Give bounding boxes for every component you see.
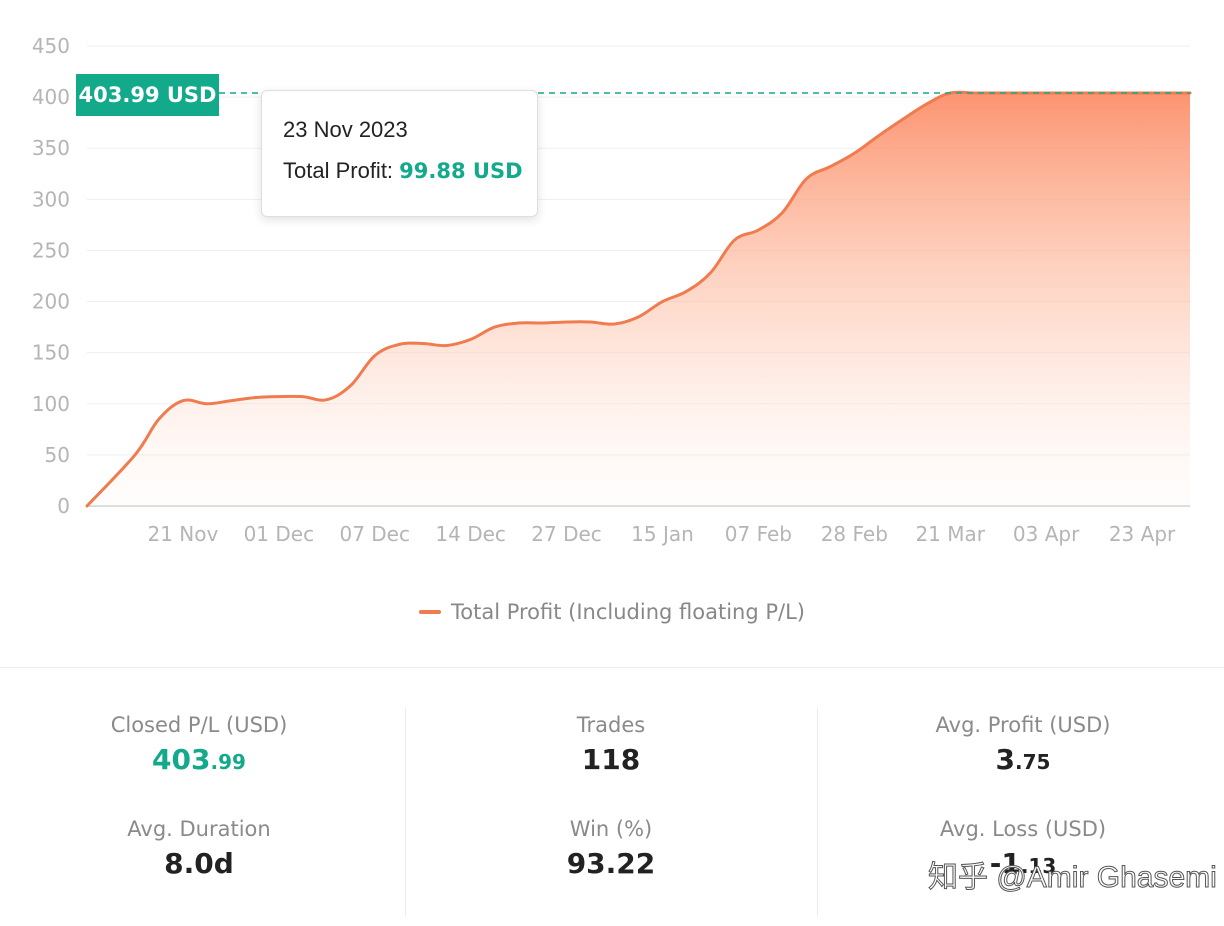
data-point[interactable]	[683, 288, 689, 294]
x-tick-label: 03 Apr	[1013, 522, 1080, 546]
data-point[interactable]	[252, 395, 258, 401]
data-point[interactable]	[1091, 90, 1097, 96]
x-tick-label: 07 Dec	[339, 522, 410, 546]
data-point[interactable]	[1187, 90, 1193, 96]
y-tick-label: 200	[32, 290, 70, 314]
data-point[interactable]	[204, 401, 210, 407]
data-point[interactable]	[84, 503, 90, 509]
y-tick-label: 100	[32, 392, 70, 416]
stat-closed-pl: Closed P/L (USD) 403.99	[39, 711, 359, 783]
chart-legend[interactable]: Total Profit (Including floating P/L)	[0, 596, 1224, 628]
y-tick-label: 400	[32, 85, 70, 109]
x-tick-label: 15 Jan	[631, 522, 694, 546]
data-point[interactable]	[516, 320, 522, 326]
data-point[interactable]	[348, 382, 354, 388]
data-point[interactable]	[636, 314, 642, 320]
tooltip-value: 99.88 USD	[399, 159, 523, 183]
data-point[interactable]	[995, 90, 1001, 96]
stat-value: -1.13	[989, 847, 1057, 880]
y-tick-label: 300	[32, 187, 70, 211]
stat-trades: Trades 118	[451, 711, 771, 781]
y-tick-label: 250	[32, 238, 70, 262]
x-tick-label: 07 Feb	[725, 522, 792, 546]
data-point[interactable]	[372, 353, 378, 359]
data-point[interactable]	[276, 394, 282, 400]
data-point[interactable]	[803, 176, 809, 182]
stat-avg-loss: Avg. Loss (USD) -1.13	[863, 815, 1183, 887]
data-point[interactable]	[540, 320, 546, 326]
data-point[interactable]	[324, 397, 330, 403]
data-point[interactable]	[851, 150, 857, 156]
stat-value: 93.22	[566, 847, 656, 880]
data-point[interactable]	[731, 237, 737, 243]
stat-avg-profit: Avg. Profit (USD) 3.75	[863, 711, 1183, 783]
tooltip-label: Total Profit:	[283, 158, 394, 183]
data-point[interactable]	[827, 164, 833, 170]
y-tick-label: 50	[45, 443, 70, 467]
stat-label: Closed P/L (USD)	[110, 713, 288, 737]
data-point[interactable]	[971, 90, 977, 96]
data-point[interactable]	[612, 321, 618, 327]
data-point[interactable]	[156, 416, 162, 422]
stat-label: Avg. Duration	[127, 817, 271, 841]
data-point[interactable]	[228, 398, 234, 404]
watermark: 知乎 @Amir Ghasemi	[928, 861, 1218, 895]
data-point[interactable]	[300, 394, 306, 400]
profit-area	[87, 92, 1190, 506]
data-point[interactable]	[420, 340, 426, 346]
current-value-tag: 403.99 USD	[76, 74, 219, 116]
stat-label: Avg. Profit (USD)	[935, 713, 1111, 737]
data-point[interactable]	[468, 336, 474, 342]
data-point[interactable]	[923, 101, 929, 107]
x-tick-label: 23 Apr	[1109, 522, 1176, 546]
tooltip-date: 23 Nov 2023	[283, 117, 408, 142]
stat-label: Avg. Loss (USD)	[939, 817, 1107, 841]
data-point[interactable]	[947, 90, 953, 96]
data-point[interactable]	[1019, 90, 1025, 96]
stat-value: 403.99	[152, 743, 246, 776]
data-point[interactable]	[755, 227, 761, 233]
y-tick-label: 0	[57, 494, 70, 518]
tooltip-row: Total Profit: 99.88 USD	[283, 158, 537, 184]
column-divider	[817, 708, 818, 916]
data-point[interactable]	[492, 324, 498, 330]
y-tick-label: 150	[32, 341, 70, 365]
column-divider	[405, 708, 406, 916]
data-point[interactable]	[875, 133, 881, 139]
stat-label: Win (%)	[569, 817, 653, 841]
data-point[interactable]	[899, 117, 905, 123]
stat-win-pct: Win (%) 93.22	[451, 815, 771, 885]
data-point[interactable]	[396, 341, 402, 347]
data-point[interactable]	[180, 398, 186, 404]
data-point[interactable]	[588, 319, 594, 325]
y-tick-label: 350	[32, 136, 70, 160]
data-point[interactable]	[1043, 90, 1049, 96]
data-point[interactable]	[132, 452, 138, 458]
stat-value: 118	[581, 743, 641, 776]
stat-avg-duration: Avg. Duration 8.0d	[39, 815, 359, 885]
y-tick-label: 450	[32, 34, 70, 58]
legend-label: Total Profit (Including floating P/L)	[451, 600, 805, 624]
data-point[interactable]	[564, 319, 570, 325]
stat-label: Trades	[576, 713, 646, 737]
data-point[interactable]	[779, 210, 785, 216]
legend-swatch	[419, 610, 441, 614]
x-tick-label: 28 Feb	[821, 522, 888, 546]
stat-value: 8.0d	[164, 847, 234, 880]
profit-line[interactable]	[85, 90, 1192, 508]
x-tick-label: 14 Dec	[435, 522, 506, 546]
stat-value: 3.75	[995, 743, 1051, 776]
data-point[interactable]	[659, 299, 665, 305]
x-tick-label: 01 Dec	[244, 522, 315, 546]
section-divider	[0, 667, 1224, 668]
data-point[interactable]	[444, 343, 450, 349]
profit-chart: 0 50 100 150 200 250 300 350 400 450 21 Nov 01 Dec…	[32, 34, 1193, 546]
x-tick-label: 27 Dec	[531, 522, 602, 546]
x-tick-label: 21 Mar	[915, 522, 985, 546]
data-point[interactable]	[707, 270, 713, 276]
x-tick-label: 21 Nov	[147, 522, 218, 546]
chart-tooltip: 23 Nov 2023 Total Profit: 99.88 USD	[261, 90, 538, 217]
